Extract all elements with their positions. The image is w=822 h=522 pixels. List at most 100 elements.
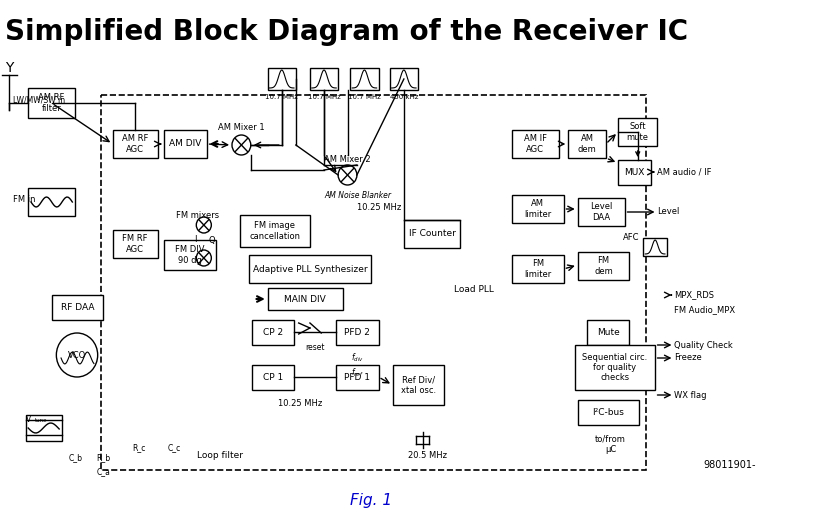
Text: AM audio / IF: AM audio / IF xyxy=(658,168,712,176)
Text: FM in: FM in xyxy=(13,196,35,205)
Text: reset: reset xyxy=(305,343,325,352)
Text: FM mixers: FM mixers xyxy=(176,210,219,219)
FancyBboxPatch shape xyxy=(252,320,294,345)
Text: R_b: R_b xyxy=(96,454,110,462)
Text: AM RF
filter: AM RF filter xyxy=(39,93,65,113)
Text: AM Mixer 2: AM Mixer 2 xyxy=(324,156,371,164)
Text: Fig. 1: Fig. 1 xyxy=(350,492,392,507)
FancyBboxPatch shape xyxy=(26,415,62,441)
FancyBboxPatch shape xyxy=(336,365,378,390)
Text: AM
dem: AM dem xyxy=(578,134,597,153)
FancyBboxPatch shape xyxy=(336,320,378,345)
FancyBboxPatch shape xyxy=(578,252,630,280)
FancyBboxPatch shape xyxy=(618,118,658,146)
Text: CP 2: CP 2 xyxy=(263,328,283,337)
Text: V: V xyxy=(25,416,30,424)
Text: Y: Y xyxy=(5,61,14,75)
Text: Ref Div/
xtal osc.: Ref Div/ xtal osc. xyxy=(401,375,436,395)
Text: AM Mixer 1: AM Mixer 1 xyxy=(218,123,265,132)
FancyBboxPatch shape xyxy=(28,188,75,216)
Text: Simplified Block Diagram of the Receiver IC: Simplified Block Diagram of the Receiver… xyxy=(5,18,688,46)
Text: VCO: VCO xyxy=(68,350,86,360)
Text: R_c: R_c xyxy=(132,444,145,453)
FancyBboxPatch shape xyxy=(512,130,559,158)
FancyBboxPatch shape xyxy=(644,238,667,256)
Text: LW/MW/SW in: LW/MW/SW in xyxy=(13,96,65,104)
Text: AM
limiter: AM limiter xyxy=(524,199,552,219)
Text: 10.7 MHz: 10.7 MHz xyxy=(307,94,340,100)
Text: C_c: C_c xyxy=(167,444,180,453)
Text: $f_{div}$: $f_{div}$ xyxy=(350,352,363,364)
FancyBboxPatch shape xyxy=(404,220,460,248)
Text: 20.5 MHz: 20.5 MHz xyxy=(408,450,447,459)
Text: RF DAA: RF DAA xyxy=(61,303,95,312)
FancyBboxPatch shape xyxy=(578,198,625,226)
FancyBboxPatch shape xyxy=(164,240,216,270)
Text: C_a: C_a xyxy=(96,468,110,477)
Text: MPX_RDS: MPX_RDS xyxy=(674,291,714,300)
FancyBboxPatch shape xyxy=(512,255,564,283)
Text: 450 kHz: 450 kHz xyxy=(390,94,418,100)
FancyBboxPatch shape xyxy=(268,288,343,310)
Text: AM IF
AGC: AM IF AGC xyxy=(524,134,547,153)
Text: 10.25 MHz: 10.25 MHz xyxy=(279,398,323,408)
Text: AM RF
AGC: AM RF AGC xyxy=(122,134,149,153)
FancyBboxPatch shape xyxy=(512,195,564,223)
FancyBboxPatch shape xyxy=(575,345,654,390)
Text: I: I xyxy=(194,235,196,244)
FancyBboxPatch shape xyxy=(578,400,639,425)
FancyBboxPatch shape xyxy=(310,68,338,90)
Text: 10.7 MHz: 10.7 MHz xyxy=(348,94,381,100)
Text: IF Counter: IF Counter xyxy=(409,230,455,239)
Text: Load PLL: Load PLL xyxy=(455,286,494,294)
Text: FM RF
AGC: FM RF AGC xyxy=(122,234,148,254)
FancyBboxPatch shape xyxy=(390,68,418,90)
Text: 10.7 MHz: 10.7 MHz xyxy=(266,94,298,100)
FancyBboxPatch shape xyxy=(268,68,296,90)
FancyBboxPatch shape xyxy=(113,130,158,158)
Text: $f_{ref}$: $f_{ref}$ xyxy=(350,367,363,379)
Text: AM Noise Blanker: AM Noise Blanker xyxy=(324,191,391,199)
Text: Sequential circ.
for quality
checks: Sequential circ. for quality checks xyxy=(582,352,648,383)
Text: Soft
mute: Soft mute xyxy=(626,122,649,141)
FancyBboxPatch shape xyxy=(393,365,444,405)
Text: Level
DAA: Level DAA xyxy=(590,203,612,222)
Text: to/from
μC: to/from μC xyxy=(595,435,626,454)
Text: Q: Q xyxy=(209,235,215,244)
FancyBboxPatch shape xyxy=(28,88,75,118)
Text: FM image
cancellation: FM image cancellation xyxy=(249,221,300,241)
FancyBboxPatch shape xyxy=(568,130,606,158)
Text: Level: Level xyxy=(658,208,680,217)
FancyBboxPatch shape xyxy=(350,68,378,90)
Text: MUX: MUX xyxy=(624,168,644,177)
Text: tune: tune xyxy=(35,418,47,423)
Text: FM Audio_MPX: FM Audio_MPX xyxy=(674,305,736,314)
Text: Freeze: Freeze xyxy=(674,353,702,362)
Text: PFD 2: PFD 2 xyxy=(344,328,371,337)
Text: 10.25 MHz: 10.25 MHz xyxy=(357,204,401,212)
Text: WX flag: WX flag xyxy=(674,390,707,399)
FancyBboxPatch shape xyxy=(249,255,371,283)
FancyBboxPatch shape xyxy=(113,230,158,258)
Text: Loop filter: Loop filter xyxy=(197,450,243,459)
Text: MAIN DIV: MAIN DIV xyxy=(284,294,326,303)
FancyBboxPatch shape xyxy=(164,130,206,158)
Text: FM DIV
90 dg: FM DIV 90 dg xyxy=(175,245,205,265)
Text: FM
dem: FM dem xyxy=(594,256,613,276)
Text: Adaptive PLL Synthesizer: Adaptive PLL Synthesizer xyxy=(252,265,367,274)
Text: C_b: C_b xyxy=(68,454,82,462)
FancyBboxPatch shape xyxy=(618,160,651,185)
FancyBboxPatch shape xyxy=(587,320,630,345)
FancyBboxPatch shape xyxy=(252,365,294,390)
Text: 98011901-: 98011901- xyxy=(704,460,756,470)
Text: I²C-bus: I²C-bus xyxy=(592,408,624,417)
Text: CP 1: CP 1 xyxy=(263,373,283,382)
Text: FM
limiter: FM limiter xyxy=(524,259,552,279)
Text: PFD 1: PFD 1 xyxy=(344,373,371,382)
FancyBboxPatch shape xyxy=(52,295,104,320)
FancyBboxPatch shape xyxy=(239,215,310,247)
Text: Mute: Mute xyxy=(597,328,620,337)
Text: AFC: AFC xyxy=(623,233,640,243)
Text: Quality Check: Quality Check xyxy=(674,340,733,350)
Text: AM DIV: AM DIV xyxy=(169,139,201,148)
